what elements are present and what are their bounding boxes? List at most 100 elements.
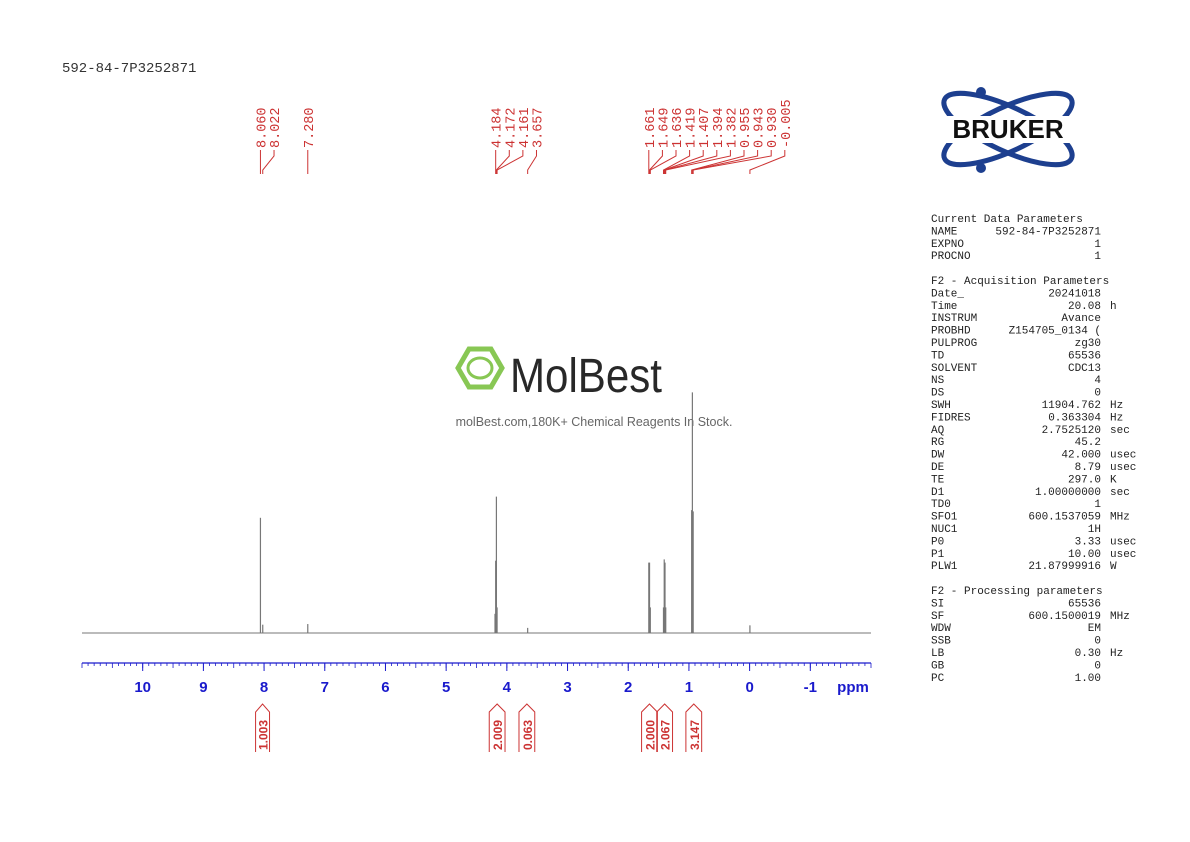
param-group-title: Current Data Parameters bbox=[931, 214, 1083, 226]
param-key: DE bbox=[931, 462, 945, 474]
peak-label: 1.382 bbox=[725, 107, 740, 148]
peak-label: 3.657 bbox=[531, 107, 546, 148]
peak-connector bbox=[649, 150, 677, 174]
param-unit: usec bbox=[1110, 536, 1136, 548]
param-key: SFO1 bbox=[931, 512, 958, 524]
param-key: Time bbox=[931, 301, 957, 313]
param-key: SOLVENT bbox=[931, 363, 978, 375]
logo-dot bbox=[976, 163, 986, 173]
param-value: 20.08 bbox=[1068, 301, 1101, 313]
peak-connector bbox=[691, 150, 745, 174]
peak-connector bbox=[262, 150, 275, 174]
param-value: zg30 bbox=[1075, 338, 1101, 350]
x-tick-label: 2 bbox=[624, 679, 632, 696]
param-value: 8.79 bbox=[1075, 462, 1101, 474]
peak-connector bbox=[527, 150, 537, 174]
integral-bracket bbox=[488, 703, 506, 752]
logo-text: BRUKER bbox=[952, 114, 1063, 144]
x-tick-label: 4 bbox=[503, 679, 512, 696]
logo-band bbox=[922, 116, 1094, 143]
param-key: SI bbox=[931, 598, 944, 610]
integral-label: 1.003 bbox=[257, 720, 271, 750]
integral-label: 2.067 bbox=[659, 720, 673, 750]
watermark: MolBest molBest.com,180K+ Chemical Reage… bbox=[455, 346, 733, 429]
param-value: Avance bbox=[1061, 313, 1101, 325]
param-value: 297.0 bbox=[1068, 474, 1101, 486]
integral-label: 2.000 bbox=[643, 720, 657, 750]
peak-label: 0.930 bbox=[766, 107, 781, 148]
param-value: CDC13 bbox=[1068, 363, 1101, 375]
peak-label: 1.419 bbox=[685, 107, 700, 148]
param-key: SF bbox=[931, 611, 944, 623]
param-unit: Hz bbox=[1110, 648, 1123, 660]
peak-label: 1.407 bbox=[698, 107, 713, 148]
param-unit: sec bbox=[1110, 487, 1130, 499]
param-value: 1 bbox=[1094, 239, 1101, 251]
param-value: 4 bbox=[1094, 375, 1101, 387]
integral-label: 2.009 bbox=[491, 720, 505, 750]
param-group-title: F2 - Acquisition Parameters bbox=[931, 276, 1109, 288]
param-value: 600.1500019 bbox=[1028, 611, 1101, 623]
peak-label: 4.184 bbox=[491, 107, 506, 148]
param-key: D1 bbox=[931, 487, 945, 499]
peak-connector bbox=[665, 150, 731, 174]
param-value: 1H bbox=[1088, 524, 1101, 536]
peak-label: 4.172 bbox=[504, 107, 519, 148]
param-value: 592-84-7P3252871 bbox=[995, 226, 1101, 238]
param-key: GB bbox=[931, 660, 945, 672]
param-key: PC bbox=[931, 673, 945, 685]
param-value: 11904.762 bbox=[1042, 400, 1101, 412]
param-value: 600.1537059 bbox=[1028, 512, 1101, 524]
param-value: 3.33 bbox=[1075, 536, 1101, 548]
peak-connector bbox=[496, 150, 524, 174]
param-key: TE bbox=[931, 474, 945, 486]
peak-label: 0.955 bbox=[739, 107, 754, 148]
watermark-name: MolBest bbox=[510, 350, 662, 403]
param-key: TD0 bbox=[931, 499, 951, 511]
param-key: P1 bbox=[931, 549, 945, 561]
param-key: PLW1 bbox=[931, 561, 958, 573]
x-tick-label: 8 bbox=[260, 679, 268, 696]
peak-label: 8.022 bbox=[269, 107, 284, 148]
param-value: 1.00000000 bbox=[1035, 487, 1101, 499]
param-key: WDW bbox=[931, 623, 951, 635]
param-key: DS bbox=[931, 388, 945, 400]
peak-connector bbox=[691, 150, 759, 174]
param-value: 1.00 bbox=[1075, 673, 1101, 685]
logo-dot bbox=[976, 87, 986, 97]
integral-bracket bbox=[656, 703, 674, 752]
peak-connector bbox=[663, 150, 704, 174]
param-key: P0 bbox=[931, 536, 944, 548]
integral-bracket bbox=[255, 703, 271, 752]
param-value: 10.00 bbox=[1068, 549, 1101, 561]
param-unit: sec bbox=[1110, 425, 1130, 437]
param-key: FIDRES bbox=[931, 412, 971, 424]
param-unit: h bbox=[1110, 301, 1117, 313]
peak-connector bbox=[664, 150, 718, 174]
param-value: 42.000 bbox=[1061, 450, 1101, 462]
param-key: PULPROG bbox=[931, 338, 977, 350]
sample-id: 592-84-7P3252871 bbox=[62, 61, 196, 77]
param-key: RG bbox=[931, 437, 944, 449]
param-unit: Hz bbox=[1110, 412, 1123, 424]
param-key: DW bbox=[931, 450, 945, 462]
param-key: Date_ bbox=[931, 288, 964, 300]
param-key: NAME bbox=[931, 226, 958, 238]
peak-label: 1.649 bbox=[657, 107, 672, 148]
peak-label: 7.280 bbox=[303, 107, 318, 148]
integral-bracket bbox=[685, 703, 703, 752]
integral-label: 3.147 bbox=[688, 720, 702, 750]
param-unit: usec bbox=[1110, 549, 1136, 561]
param-unit: W bbox=[1110, 561, 1117, 573]
x-tick-label: 6 bbox=[381, 679, 389, 696]
peak-connector bbox=[662, 150, 691, 174]
param-value: 0.30 bbox=[1075, 648, 1101, 660]
x-tick-label: -1 bbox=[804, 679, 817, 696]
param-key: EXPNO bbox=[931, 239, 964, 251]
integral-label: 0.063 bbox=[521, 720, 535, 750]
param-key: AQ bbox=[931, 425, 945, 437]
x-tick-label: 10 bbox=[134, 679, 151, 696]
watermark-tagline: molBest.com,180K+ Chemical Reagents In S… bbox=[456, 415, 733, 429]
param-key: NS bbox=[931, 375, 945, 387]
